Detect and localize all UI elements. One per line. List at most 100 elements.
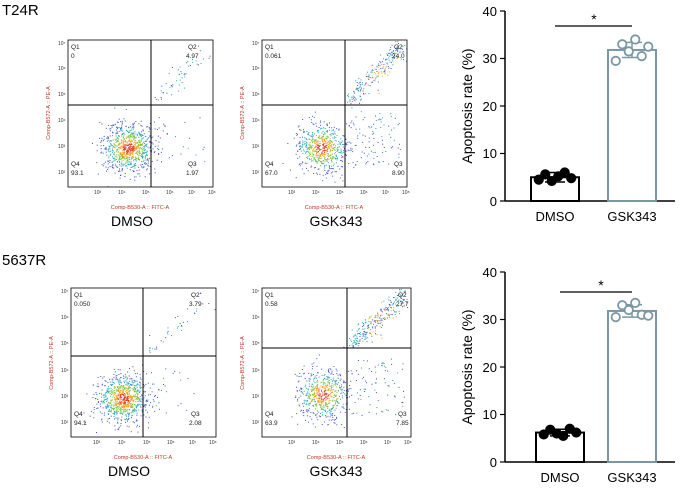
scatter-dot — [377, 313, 379, 315]
scatter-dot — [375, 115, 376, 117]
scatter-dot — [330, 154, 332, 156]
scatter-dot — [387, 394, 389, 396]
scatter-dot — [126, 135, 128, 137]
scatter-dot — [396, 47, 398, 49]
scatter-dot — [320, 398, 322, 400]
scatter-dot — [324, 145, 326, 147]
scatter-dot — [110, 409, 112, 411]
q4-value: 93.1 — [71, 170, 84, 177]
scatter-dot — [137, 173, 139, 175]
scatter-dot — [315, 415, 317, 416]
scatter-dot — [133, 170, 135, 172]
scatter-dot — [377, 322, 379, 324]
scatter-dot — [317, 154, 319, 156]
scatter-dot — [364, 84, 366, 86]
scatter-dot — [303, 131, 305, 133]
scatter-dot — [349, 345, 351, 346]
scatter-dot — [359, 340, 361, 342]
scatter-dot — [380, 309, 382, 311]
scatter-dot — [307, 397, 309, 399]
scatter-dot — [129, 389, 131, 391]
scatter-dot — [320, 154, 322, 156]
scatter-dot — [327, 411, 329, 413]
scatter-dot — [104, 385, 106, 387]
data-point — [617, 39, 628, 50]
scatter-dot — [137, 159, 139, 161]
scatter-dot — [119, 165, 121, 167]
scatter-dot — [139, 133, 141, 135]
scatter-dot — [143, 386, 145, 388]
scatter-dot — [340, 159, 342, 161]
scatter-dot — [315, 388, 317, 390]
scatter-dot — [374, 151, 376, 153]
scatter-dot — [127, 137, 129, 139]
scatter-dot — [136, 380, 138, 382]
scatter-dot — [322, 414, 323, 416]
scatter-dot — [376, 71, 378, 72]
scatter-dot — [388, 308, 390, 310]
scatter-dot — [325, 402, 327, 404]
scatter-dot — [326, 150, 328, 152]
scatter-dot — [328, 165, 330, 167]
scatter-dot — [335, 162, 337, 164]
scatter-dot — [112, 393, 114, 395]
scatter-dot — [359, 99, 361, 101]
scatter-dot — [105, 127, 107, 129]
scatter-dot — [364, 135, 366, 137]
scatter-dot — [317, 140, 319, 142]
scatter-dot — [314, 395, 316, 397]
scatter-dot — [316, 375, 318, 377]
scatter-dot — [314, 375, 316, 377]
scatter-dot — [99, 121, 101, 123]
scatter-dot — [162, 148, 164, 150]
scatter-dot — [106, 390, 108, 392]
scatter-dot — [365, 380, 367, 382]
scatter-dot — [112, 157, 114, 159]
scatter-dot — [124, 148, 126, 150]
scatter-dot — [299, 389, 301, 391]
scatter-dot — [313, 141, 315, 143]
scatter-dot — [111, 385, 112, 386]
scatter-dot — [403, 305, 405, 307]
scatter-dot — [375, 68, 377, 70]
scatter-dot — [142, 129, 144, 131]
scatter-dot — [324, 150, 326, 152]
scatter-dot — [128, 388, 129, 390]
scatter-dot — [306, 131, 308, 133]
scatter-dot — [363, 152, 365, 154]
scatter-dot — [143, 133, 145, 135]
y-tick-label: 10⁴ — [61, 368, 69, 374]
scatter-dot — [311, 400, 312, 402]
scatter-dot — [136, 414, 138, 416]
scatter-dot — [351, 101, 353, 102]
scatter-dot — [308, 395, 310, 397]
scatter-dot — [157, 396, 158, 398]
x-tick-label: 10⁷ — [382, 190, 390, 196]
scatter-dot — [402, 363, 404, 365]
scatter-dot — [299, 373, 301, 374]
scatter-dot — [313, 378, 315, 380]
scatter-dot — [329, 368, 331, 370]
scatter-dot — [120, 409, 122, 411]
scatter-dot — [131, 140, 133, 142]
scatter-dot — [342, 180, 344, 182]
scatter-dot — [402, 402, 404, 404]
scatter-dot — [104, 412, 106, 414]
scatter-dot — [125, 165, 127, 167]
scatter-dot — [304, 162, 306, 164]
scatter-dot — [313, 397, 315, 399]
scatter-dot — [107, 168, 109, 170]
scatter-dot — [163, 384, 164, 385]
scatter-dot — [177, 315, 179, 317]
scatter-dot — [134, 380, 136, 382]
scatter-dot — [111, 399, 113, 401]
scatter-dot — [350, 370, 352, 372]
scatter-dot — [317, 151, 319, 152]
scatter-dot — [334, 382, 336, 384]
scatter-dot — [139, 133, 141, 135]
scatter-dot — [154, 395, 156, 397]
scatter-dot — [319, 122, 321, 124]
scatter-dot — [363, 388, 365, 390]
scatter-dot — [125, 146, 127, 148]
scatter-dot — [122, 133, 124, 134]
